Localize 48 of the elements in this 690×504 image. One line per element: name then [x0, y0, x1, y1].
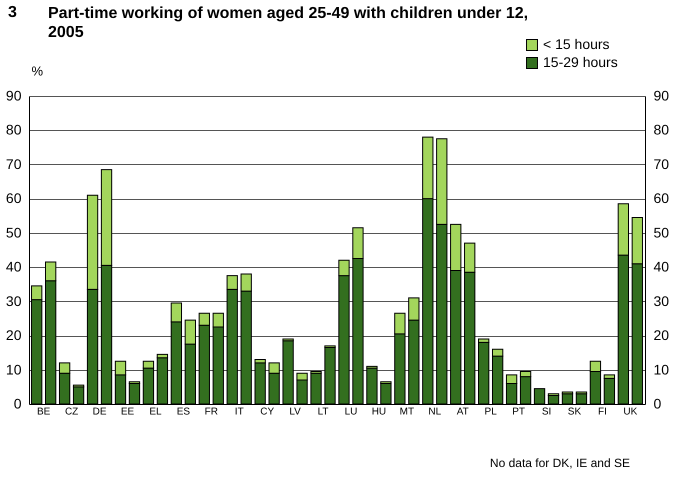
x-tick-label: LV [289, 406, 302, 418]
x-tick-label: UK [623, 406, 638, 418]
y-tick-label: 40 [6, 258, 22, 275]
x-tick-label: HU [372, 406, 386, 418]
text: No data for DK, IE and SE [490, 456, 630, 470]
x-tick-label: CZ [64, 406, 78, 418]
y2-tick-label: 80 [654, 122, 670, 138]
y2-tick-label: 30 [654, 292, 670, 309]
y2-tick-label: 70 [654, 156, 670, 172]
y-tick-label: 80 [6, 122, 22, 138]
x-tick-label: NL [428, 406, 442, 418]
x-tick-label: FR [204, 406, 218, 418]
y2-tick-label: 0 [654, 396, 662, 412]
x-tick-label: SI [542, 406, 552, 418]
x-tick-label: PT [512, 406, 525, 418]
y-tick-label: 90 [6, 88, 22, 104]
x-tick-label: ES [176, 406, 190, 418]
y-tick-label: 60 [6, 190, 22, 206]
y-tick-label: 50 [6, 224, 22, 240]
text: 3 [8, 4, 17, 22]
x-tick-label: CY [260, 406, 274, 418]
legend-label: 15-29 hours [543, 54, 618, 70]
x-tick-label: SK [568, 406, 582, 418]
x-tick-label: LT [318, 406, 329, 418]
x-tick-label: EL [149, 406, 162, 418]
y-tick-label: 0 [14, 396, 22, 412]
x-tick-label: FI [598, 406, 607, 418]
x-tick-label: MT [400, 406, 414, 418]
y2-tick-label: 20 [654, 327, 670, 344]
y2-tick-label: 40 [654, 258, 670, 275]
y-tick-label: 30 [6, 292, 22, 309]
x-tick-label: LU [344, 406, 358, 418]
y2-tick-label: 50 [654, 224, 670, 240]
y2-tick-label: 90 [654, 88, 670, 104]
x-tick-label: EE [120, 406, 134, 418]
chart-title: Part-time working of women aged 25-49 with children under 12, 2005 [48, 5, 528, 41]
y2-tick-label: 60 [654, 190, 670, 206]
y-tick-label: 20 [6, 327, 22, 344]
y-tick-label: 10 [6, 361, 22, 378]
y-axis-title: % [32, 64, 44, 78]
legend-label: < 15 hours [543, 36, 610, 52]
y-tick-label: 70 [6, 156, 22, 172]
x-tick-label: IT [234, 406, 244, 418]
x-tick-label: PL [484, 406, 498, 418]
x-tick-label: DE [92, 406, 107, 418]
y2-tick-label: 10 [654, 361, 670, 378]
x-tick-label: AT [456, 406, 469, 418]
x-tick-label: BE [37, 406, 51, 418]
